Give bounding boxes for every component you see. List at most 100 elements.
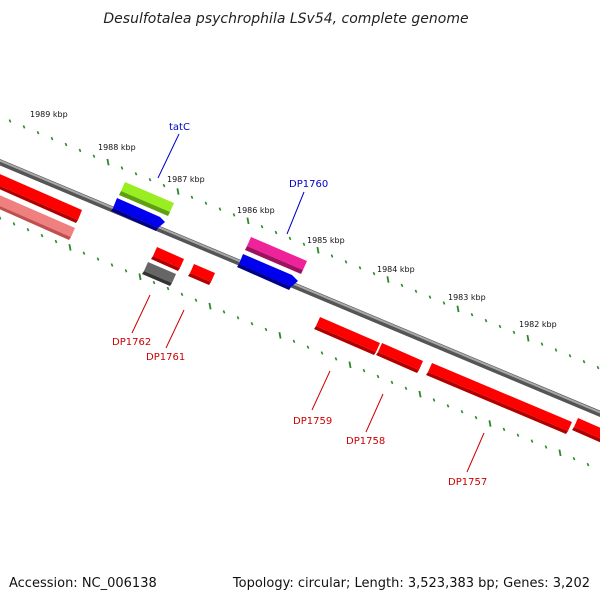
minor-tick [582, 359, 586, 364]
gene-DP1759-red[interactable] [314, 317, 380, 355]
minor-tick [400, 283, 404, 288]
leader-DP1759 [311, 370, 331, 411]
minor-tick [54, 239, 58, 244]
gene-DP1760-blue[interactable] [237, 254, 298, 290]
minor-tick [232, 213, 236, 217]
minor-tick [372, 271, 376, 276]
label-DP1762[interactable]: DP1762 [112, 337, 151, 348]
minor-tick [376, 374, 380, 379]
leader-tatC [157, 133, 180, 179]
genome-backbone-highlight [0, 159, 600, 414]
minor-tick [78, 148, 82, 153]
minor-tick [432, 398, 436, 402]
minor-tick [334, 357, 338, 361]
minor-tick [568, 354, 572, 358]
kbp-label-1982: 1982 kbp [519, 320, 557, 329]
minor-tick [362, 368, 366, 373]
minor-tick [540, 342, 544, 346]
minor-tick [330, 254, 334, 258]
kbp-label-1988: 1988 kbp [98, 143, 136, 152]
gene-DP1762-red[interactable] [151, 247, 184, 271]
minor-tick [36, 130, 40, 135]
gene-top-left-pink[interactable] [0, 193, 75, 240]
minor-tick [358, 266, 362, 270]
major-tick [106, 158, 110, 166]
major-tick [68, 244, 72, 251]
kbp-label-1985: 1985 kbp [307, 236, 345, 245]
major-tick [456, 305, 460, 313]
minor-tick [64, 142, 68, 147]
accession-text: Accession: NC_006138 [9, 576, 157, 591]
leader-DP1761 [165, 309, 185, 349]
minor-tick [26, 227, 30, 232]
genome-backbone [0, 158, 600, 418]
gene-DP1758-red[interactable] [376, 343, 423, 373]
minor-tick [260, 224, 264, 229]
major-tick [176, 188, 180, 195]
label-tatC[interactable]: tatC [169, 122, 190, 133]
gene-DP1760-magenta[interactable] [245, 237, 307, 274]
minor-tick [0, 216, 2, 220]
genome-summary-text: Topology: circular; Length: 3,523,383 bp… [232, 576, 590, 591]
leader-DP1758 [365, 393, 384, 433]
minor-tick [194, 298, 198, 302]
kbp-label-1983: 1983 kbp [448, 293, 486, 302]
label-DP1760[interactable]: DP1760 [289, 179, 328, 190]
minor-tick [250, 321, 254, 326]
minor-tick [544, 445, 548, 449]
minor-tick [390, 380, 394, 385]
minor-tick [218, 207, 222, 211]
minor-tick [302, 242, 306, 247]
label-DP1761[interactable]: DP1761 [146, 352, 185, 363]
minor-tick [82, 251, 86, 255]
major-tick [418, 390, 422, 398]
major-tick [526, 334, 530, 342]
minor-tick [204, 201, 208, 205]
major-tick [488, 420, 492, 427]
minor-tick [22, 125, 26, 129]
minor-tick [292, 339, 296, 344]
outer-tick-track [8, 119, 600, 370]
minor-tick [180, 292, 184, 297]
minor-tick [404, 386, 408, 391]
gene-top-left-red[interactable] [0, 172, 82, 223]
minor-tick [470, 312, 474, 317]
minor-tick [12, 222, 16, 226]
minor-tick [572, 456, 576, 461]
minor-tick [162, 183, 166, 188]
gene-right-edge-red[interactable] [572, 418, 600, 444]
minor-tick [446, 404, 450, 408]
kbp-label-1984: 1984 kbp [377, 265, 415, 274]
gene-tatC-green[interactable] [119, 182, 174, 216]
minor-tick [96, 257, 100, 261]
minor-tick [50, 136, 54, 141]
major-tick [558, 449, 562, 457]
label-DP1759[interactable]: DP1759 [293, 416, 332, 427]
gene-DP1757-red[interactable] [426, 363, 572, 434]
label-DP1757[interactable]: DP1757 [448, 477, 487, 488]
gene-tatC-blue[interactable] [111, 198, 165, 231]
minor-tick [222, 310, 226, 314]
kbp-label-1989: 1989 kbp [30, 110, 68, 119]
minor-tick [110, 263, 114, 267]
minor-tick [502, 427, 506, 432]
minor-tick [236, 316, 240, 320]
minor-tick [190, 195, 194, 200]
major-tick [246, 217, 250, 225]
major-tick [348, 361, 352, 369]
minor-tick [264, 327, 268, 332]
minor-tick [120, 166, 124, 170]
minor-tick [484, 318, 488, 323]
minor-tick [124, 269, 128, 273]
gene-DP1761-red[interactable] [188, 264, 215, 285]
major-tick [138, 273, 142, 281]
minor-tick [516, 433, 520, 437]
minor-tick [586, 462, 590, 467]
gene-DP1762-gray[interactable] [142, 262, 176, 286]
minor-tick [512, 330, 516, 335]
label-DP1758[interactable]: DP1758 [346, 436, 385, 447]
leader-DP1760 [286, 191, 305, 235]
minor-tick [166, 286, 170, 291]
minor-tick [460, 409, 464, 414]
minor-tick [474, 415, 478, 420]
